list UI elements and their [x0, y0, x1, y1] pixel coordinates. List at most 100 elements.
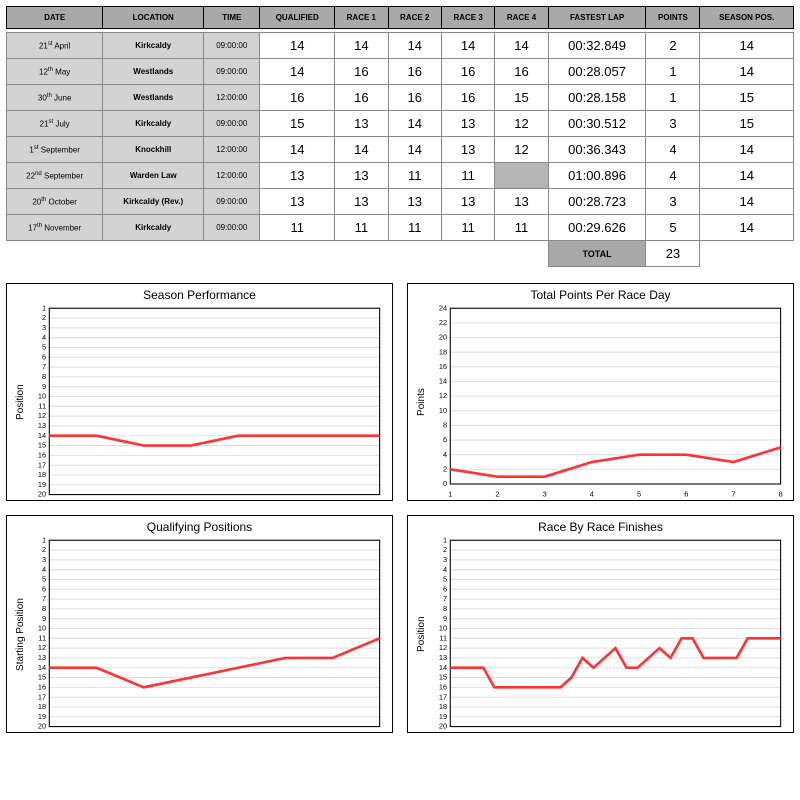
svg-text:6: 6	[443, 584, 447, 593]
col-header: QUALIFIED	[260, 7, 335, 29]
cell: 16	[441, 85, 494, 111]
cell: 11	[441, 215, 494, 241]
svg-text:1: 1	[42, 304, 46, 312]
col-header: RACE 3	[441, 7, 494, 29]
y-axis-label: Position	[414, 536, 427, 733]
cell: 12:00:00	[204, 85, 260, 111]
chart-svg: 1234567891011121314151617181920	[26, 536, 386, 733]
cell: 17th November	[7, 215, 103, 241]
svg-text:14: 14	[439, 377, 447, 386]
y-axis-label: Starting Position	[13, 536, 26, 733]
svg-text:13: 13	[439, 653, 447, 662]
svg-text:4: 4	[590, 490, 594, 499]
table-row: 30th JuneWestlands12:00:00161616161500:2…	[7, 85, 794, 111]
cell: 15	[495, 85, 548, 111]
svg-text:0: 0	[443, 479, 447, 488]
cell: Warden Law	[103, 163, 204, 189]
season-performance-chart: Season Performance Position 123456789101…	[6, 283, 393, 501]
svg-text:22: 22	[439, 318, 447, 327]
cell: 12:00:00	[204, 163, 260, 189]
cell: 14	[388, 137, 441, 163]
cell: 16	[388, 59, 441, 85]
svg-text:12: 12	[38, 411, 46, 420]
cell: 12:00:00	[204, 137, 260, 163]
col-header: SEASON POS.	[700, 7, 794, 29]
chart-title: Qualifying Positions	[13, 520, 386, 534]
cell: 16	[335, 85, 388, 111]
cell: 00:28.158	[548, 85, 646, 111]
cell: 14	[700, 215, 794, 241]
svg-text:4: 4	[42, 565, 46, 574]
cell: 3	[646, 111, 700, 137]
svg-text:2: 2	[443, 545, 447, 554]
cell: 00:28.723	[548, 189, 646, 215]
svg-text:6: 6	[684, 490, 688, 499]
cell: 30th June	[7, 85, 103, 111]
svg-text:16: 16	[38, 682, 46, 691]
col-header: LOCATION	[103, 7, 204, 29]
table-row: 1st SeptemberKnockhill12:00:001414141312…	[7, 137, 794, 163]
svg-text:14: 14	[38, 663, 46, 672]
cell: 20th October	[7, 189, 103, 215]
svg-text:16: 16	[38, 450, 46, 459]
cell: 13	[388, 189, 441, 215]
table-row: 20th OctoberKirkcaldy (Rev.)09:00:001313…	[7, 189, 794, 215]
svg-text:17: 17	[38, 460, 46, 469]
cell: 00:30.512	[548, 111, 646, 137]
svg-text:15: 15	[38, 673, 46, 682]
cell: 11	[388, 215, 441, 241]
svg-text:10: 10	[38, 624, 46, 633]
svg-text:13: 13	[38, 421, 46, 430]
cell: 01:00.896	[548, 163, 646, 189]
cell: 00:28.057	[548, 59, 646, 85]
svg-text:18: 18	[38, 702, 46, 711]
svg-text:3: 3	[543, 490, 547, 499]
cell: 14	[388, 33, 441, 59]
cell: 14	[700, 137, 794, 163]
svg-text:10: 10	[439, 624, 447, 633]
svg-text:9: 9	[443, 614, 447, 623]
cell: 14	[260, 33, 335, 59]
col-header: RACE 4	[495, 7, 548, 29]
cell: 11	[388, 163, 441, 189]
col-header: POINTS	[646, 7, 700, 29]
svg-text:2: 2	[495, 490, 499, 499]
svg-text:12: 12	[439, 391, 447, 400]
svg-text:19: 19	[38, 480, 46, 489]
cell: 14	[495, 33, 548, 59]
svg-text:5: 5	[42, 343, 46, 352]
svg-text:19: 19	[38, 712, 46, 721]
svg-text:11: 11	[38, 633, 46, 642]
chart-title: Total Points Per Race Day	[414, 288, 787, 302]
table-row: 22nd SeptemberWarden Law12:00:0013131111…	[7, 163, 794, 189]
cell: 14	[700, 33, 794, 59]
cell: 4	[646, 137, 700, 163]
col-header: RACE 2	[388, 7, 441, 29]
cell: 11	[441, 163, 494, 189]
cell: 13	[441, 189, 494, 215]
cell: 1	[646, 85, 700, 111]
results-table: DATELOCATIONTIMEQUALIFIEDRACE 1RACE 2RAC…	[6, 6, 794, 267]
points-per-day-chart: Total Points Per Race Day Points 0246810…	[407, 283, 794, 501]
chart-title: Race By Race Finishes	[414, 520, 787, 534]
svg-text:4: 4	[443, 565, 447, 574]
col-header: RACE 1	[335, 7, 388, 29]
cell: Westlands	[103, 59, 204, 85]
svg-text:2: 2	[443, 464, 447, 473]
cell: 13	[335, 163, 388, 189]
y-axis-label: Position	[13, 304, 26, 501]
cell: 14	[388, 111, 441, 137]
svg-text:12: 12	[439, 643, 447, 652]
cell: 15	[700, 85, 794, 111]
svg-text:10: 10	[38, 392, 46, 401]
cell: 16	[441, 59, 494, 85]
table-row: 12th MayWestlands09:00:00141616161600:28…	[7, 59, 794, 85]
cell: 5	[646, 215, 700, 241]
cell: 1	[646, 59, 700, 85]
table-row: 21st JulyKirkcaldy09:00:00151314131200:3…	[7, 111, 794, 137]
svg-text:1: 1	[443, 536, 447, 544]
svg-text:5: 5	[42, 575, 46, 584]
chart-svg: 1234567891011121314151617181920	[26, 304, 386, 501]
svg-text:5: 5	[443, 575, 447, 584]
svg-text:20: 20	[439, 722, 447, 731]
